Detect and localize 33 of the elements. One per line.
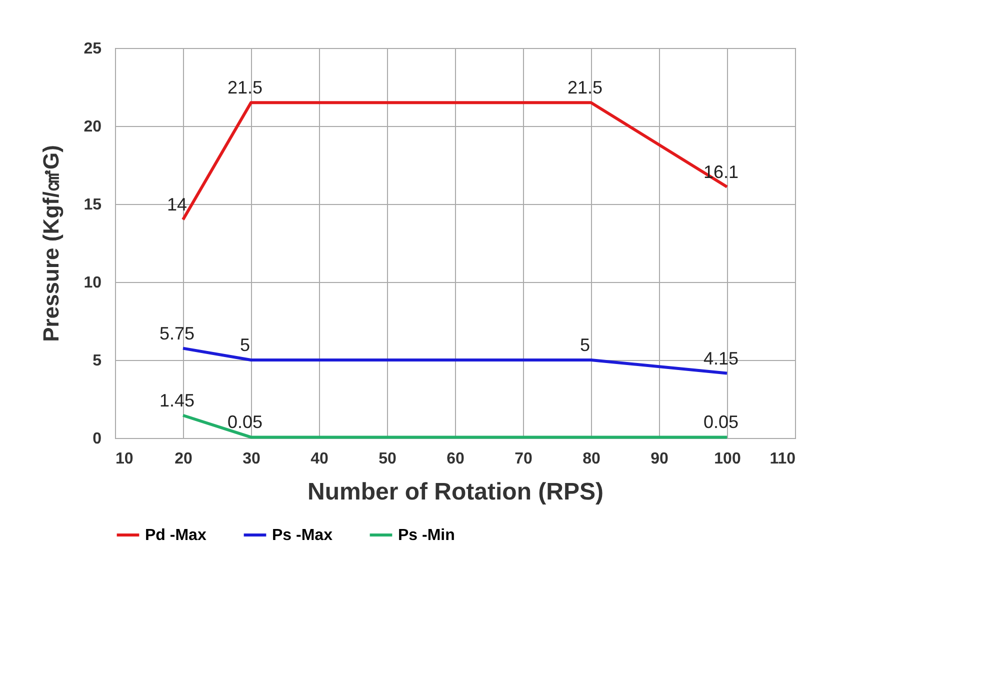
data-label: 0.05 — [703, 412, 739, 432]
x-tick-label: 60 — [446, 450, 464, 468]
x-tick-label: 90 — [650, 450, 668, 468]
y-tick-label: 5 — [92, 352, 102, 370]
data-label: 21.5 — [227, 78, 263, 98]
y-tick-label: 10 — [84, 274, 102, 292]
y-tick-label: 25 — [84, 40, 102, 58]
y-tick-label: 0 — [92, 430, 102, 448]
data-label: 5 — [580, 335, 590, 355]
y-axis-title: Pressure (Kgf/㎠G) — [38, 145, 64, 342]
legend-label: Pd -Max — [145, 527, 206, 544]
x-tick-label: 40 — [310, 450, 328, 468]
x-tick-label: 80 — [582, 450, 600, 468]
legend-label: Ps -Max — [272, 527, 333, 544]
data-label: 4.15 — [703, 348, 739, 368]
x-axis-title: Number of Rotation (RPS) — [308, 478, 604, 506]
x-tick-label: 110 — [770, 450, 796, 468]
x-tick-label: 20 — [174, 450, 192, 468]
data-label: 5 — [240, 335, 250, 355]
data-label: 0.05 — [227, 412, 263, 432]
data-label: 21.5 — [567, 78, 603, 98]
x-tick-label: 100 — [714, 450, 741, 468]
data-label: 5.75 — [159, 323, 195, 344]
y-tick-label: 15 — [84, 196, 102, 214]
x-tick-label: 30 — [242, 450, 260, 468]
data-label: 14 — [166, 194, 188, 215]
x-tick-label: 70 — [514, 450, 532, 468]
legend-label: Ps -Min — [398, 527, 455, 544]
data-label: 16.1 — [703, 162, 739, 182]
y-tick-label: 20 — [84, 118, 102, 136]
x-tick-label: 50 — [378, 450, 396, 468]
x-tick-label: 10 — [116, 450, 134, 468]
data-label: 1.45 — [159, 390, 195, 410]
